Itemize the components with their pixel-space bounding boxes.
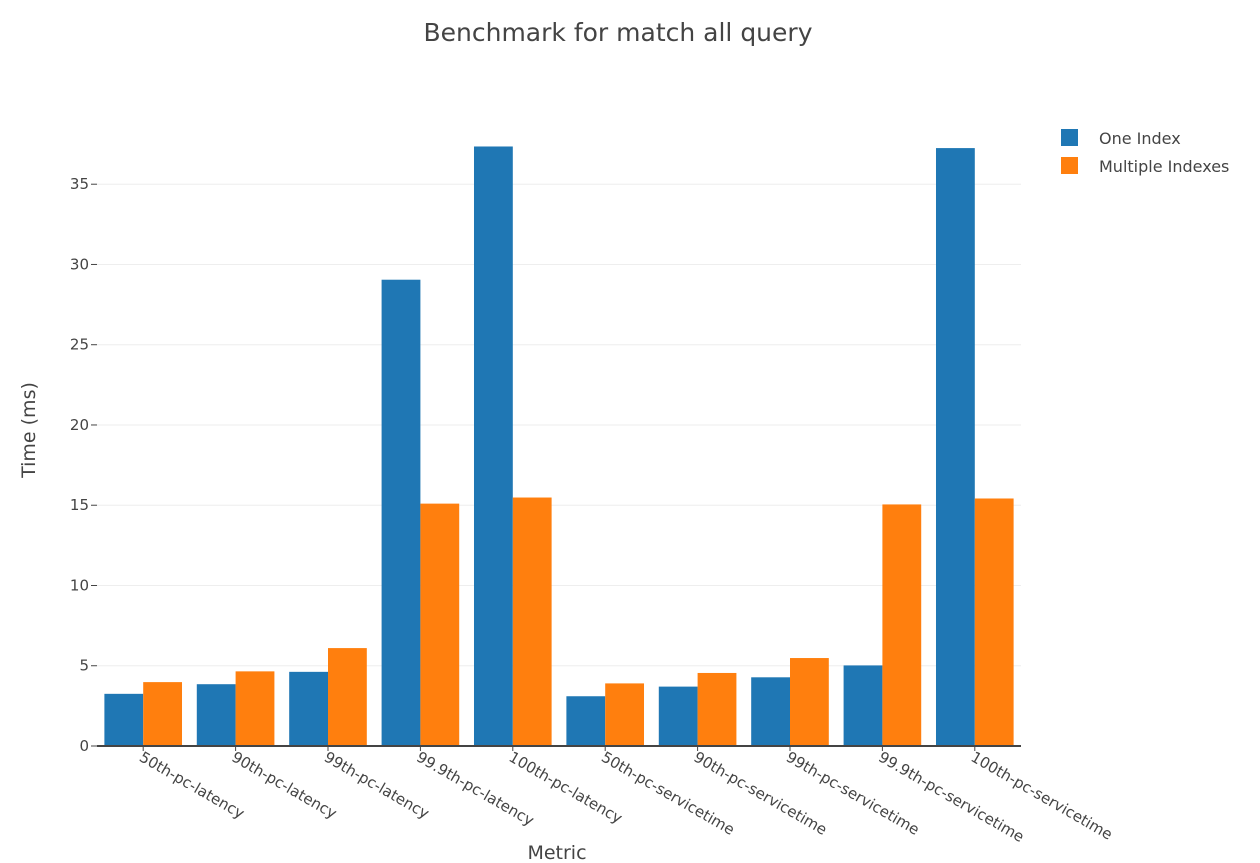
bar-multiple-indexes[interactable]: [605, 683, 645, 746]
bar-multiple-indexes[interactable]: [512, 497, 552, 746]
bar-one-index[interactable]: [658, 686, 698, 746]
y-tick-label: 10: [70, 576, 89, 594]
bar-one-index[interactable]: [196, 684, 236, 746]
bar-multiple-indexes[interactable]: [235, 671, 275, 746]
bar-one-index[interactable]: [473, 146, 513, 746]
legend-label[interactable]: One Index: [1099, 129, 1181, 148]
bar-one-index[interactable]: [751, 677, 790, 746]
bar-multiple-indexes[interactable]: [143, 682, 183, 746]
x-tick-label: 99.9th-pc-servicetime: [875, 748, 1027, 846]
y-tick-label: 20: [70, 416, 89, 434]
bar-one-index[interactable]: [289, 671, 328, 746]
bar-multiple-indexes[interactable]: [790, 658, 829, 746]
gridlines: [97, 183, 1021, 667]
y-tick-label: 25: [70, 336, 89, 354]
bar-one-index[interactable]: [566, 696, 606, 746]
bar-one-index[interactable]: [935, 148, 975, 747]
y-tick-label: 5: [79, 657, 89, 675]
chart-title: Benchmark for match all query: [423, 18, 812, 47]
bar-multiple-indexes[interactable]: [420, 503, 460, 746]
x-axis: 50th-pc-latency90th-pc-latency99th-pc-la…: [136, 746, 1116, 846]
legend-swatch[interactable]: [1061, 129, 1078, 146]
bar-multiple-indexes[interactable]: [328, 648, 367, 746]
x-axis-title: Metric: [527, 842, 586, 863]
y-tick-label: 35: [70, 175, 89, 193]
bar-one-index[interactable]: [381, 279, 421, 746]
y-tick-label: 15: [70, 496, 89, 514]
y-tick-label: 30: [70, 255, 89, 273]
bar-one-index[interactable]: [104, 693, 144, 746]
bar-one-index[interactable]: [843, 665, 883, 746]
y-axis-title: Time (ms): [18, 382, 40, 479]
bar-multiple-indexes[interactable]: [697, 672, 737, 746]
bar-multiple-indexes[interactable]: [974, 498, 1014, 746]
y-axis: 0 5 10 15 20 25 30 35: [70, 175, 97, 755]
legend-label[interactable]: Multiple Indexes: [1099, 157, 1229, 176]
y-tick-label: 0: [79, 737, 89, 755]
legend: One Index Multiple Indexes: [1061, 129, 1229, 176]
legend-swatch[interactable]: [1061, 157, 1078, 174]
bars: [104, 146, 1014, 747]
bar-multiple-indexes[interactable]: [882, 504, 922, 746]
